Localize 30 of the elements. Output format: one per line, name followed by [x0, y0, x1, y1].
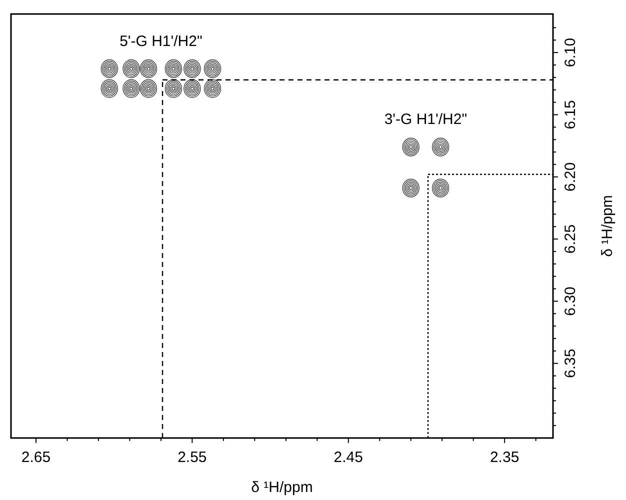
point [140, 79, 158, 98]
point [402, 138, 420, 156]
y-tick-label: 6.25 [562, 224, 579, 254]
point [164, 79, 182, 98]
point [432, 178, 450, 198]
point [432, 138, 450, 156]
y-tick-label: 6.35 [562, 348, 579, 378]
point [122, 79, 140, 98]
y-tick-label: 6.15 [562, 100, 579, 130]
y-tick-label: 6.30 [562, 286, 579, 316]
y-axis-title: δ ¹H/ppm [599, 195, 616, 257]
point [140, 59, 158, 78]
point [184, 59, 201, 78]
x-axis-title: δ ¹H/ppm [251, 479, 313, 496]
point [122, 59, 140, 78]
y-tick-label: 6.20 [562, 162, 579, 192]
y-tick-label: 6.10 [562, 38, 579, 68]
point [204, 59, 222, 78]
point [100, 59, 118, 78]
x-tick-label: 2.45 [334, 449, 363, 466]
x-tick-label: 2.35 [490, 449, 520, 466]
x-tick-label: 2.65 [21, 449, 51, 466]
point [184, 79, 201, 98]
point [100, 79, 118, 98]
annotation: 5'-G H1'/H2" [120, 32, 202, 50]
point [402, 178, 420, 198]
point [204, 79, 222, 98]
x-tick-label: 2.55 [178, 449, 207, 466]
annotation: 3'-G H1'/H2" [384, 111, 468, 128]
point [164, 59, 182, 78]
